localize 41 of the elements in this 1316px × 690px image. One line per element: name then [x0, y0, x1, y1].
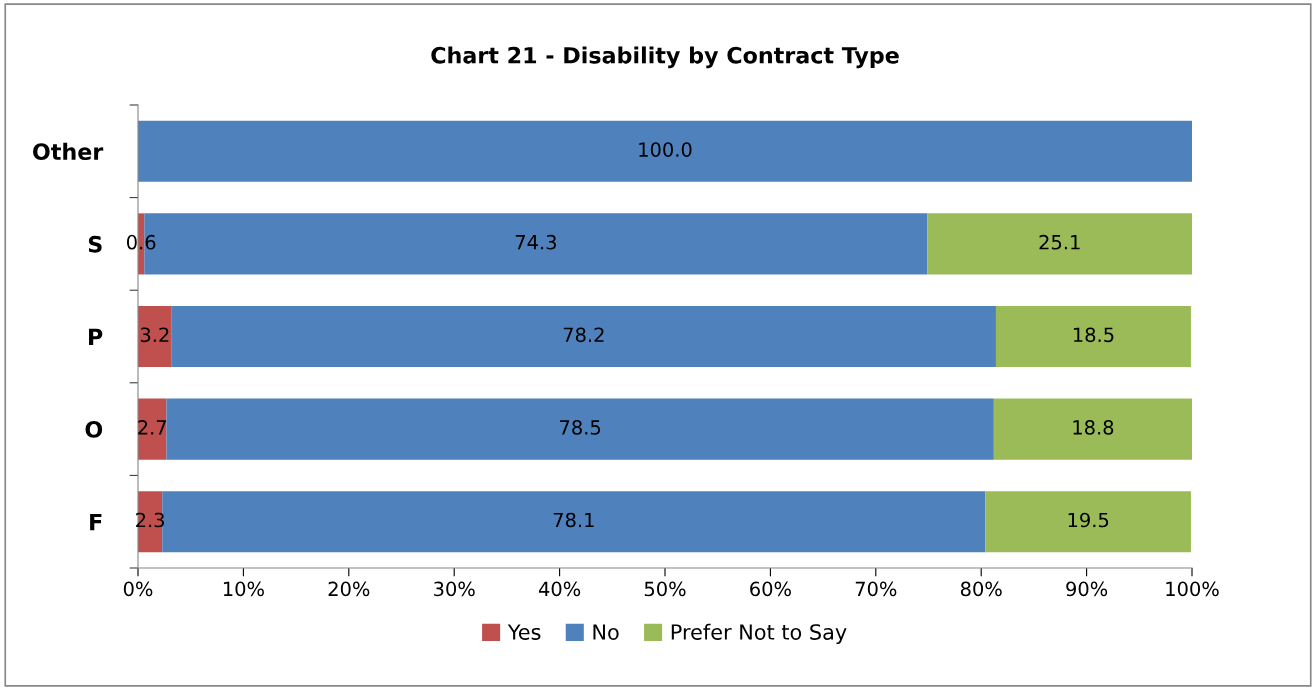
chart-title: Chart 21 - Disability by Contract Type — [431, 46, 899, 69]
data-label: 78.2 — [563, 327, 604, 343]
x-tick-label: 80% — [960, 581, 1002, 597]
x-tick-label: 60% — [750, 581, 791, 597]
bar — [171, 305, 996, 368]
bar — [138, 120, 1192, 182]
y-tick-label: P — [89, 328, 103, 345]
bar — [138, 305, 172, 368]
bar — [993, 398, 1192, 460]
data-label: 100.0 — [639, 142, 692, 157]
legend-label: Prefer Not to Say — [671, 623, 847, 644]
x-tick-label: 10% — [223, 581, 264, 597]
bar — [166, 398, 994, 460]
bar — [927, 213, 1192, 275]
x-tick-label: 20% — [328, 581, 370, 597]
data-label: 25.1 — [1039, 234, 1080, 250]
legend-label: Yes — [507, 624, 541, 640]
y-tick-label: F — [90, 513, 102, 531]
y-tick-label: Other — [33, 142, 104, 161]
data-label: 74.3 — [515, 234, 556, 250]
data-label: 0.6 — [126, 234, 156, 250]
data-label: 18.5 — [1073, 327, 1114, 343]
x-tick-label: 100% — [1166, 581, 1219, 597]
bar — [162, 491, 986, 553]
data-label: 18.8 — [1073, 420, 1114, 435]
data-label: 78.1 — [553, 512, 594, 528]
legend-label: No — [593, 624, 619, 640]
y-tick-label: O — [85, 421, 103, 438]
y-tick-label: S — [88, 235, 102, 253]
data-label: 19.5 — [1068, 512, 1109, 528]
x-tick-label: 90% — [1066, 581, 1108, 597]
bar — [985, 491, 1191, 553]
x-tick-label: 0% — [123, 581, 153, 597]
x-tick-label: 70% — [855, 581, 897, 597]
data-label: 3.2 — [140, 327, 169, 343]
x-tick-label: 40% — [538, 581, 581, 597]
data-label: 78.5 — [560, 420, 601, 435]
bar — [995, 305, 1191, 368]
x-tick-label: 30% — [434, 581, 475, 597]
data-label: 2.7 — [138, 420, 167, 435]
x-tick-label: 50% — [644, 581, 686, 597]
